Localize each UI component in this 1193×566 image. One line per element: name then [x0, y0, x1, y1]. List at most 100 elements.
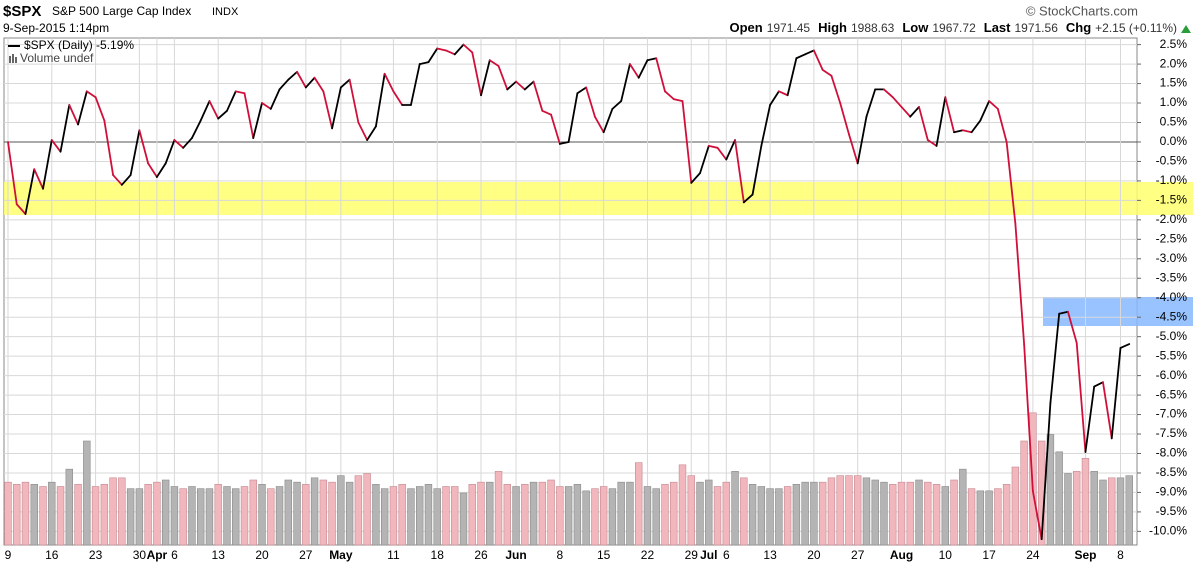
volume-bar [670, 481, 678, 546]
y-tick-label: 0.0% [1160, 134, 1188, 148]
y-tick-label: -3.5% [1156, 270, 1188, 284]
y-tick-label: -7.5% [1156, 426, 1188, 440]
volume-bar [398, 484, 406, 546]
line-segment [436, 47, 447, 52]
quote-value: 1971.45 [767, 21, 811, 35]
volume-bar [661, 484, 669, 546]
line-segment [602, 107, 614, 134]
line-segment [1023, 343, 1034, 493]
line-segment [1102, 381, 1113, 440]
line-segment [173, 139, 185, 149]
line-segment [1067, 310, 1078, 344]
x-tick-label: Jun [505, 548, 526, 562]
x-tick-label: Jul [700, 548, 717, 562]
line-segment [839, 102, 850, 136]
volume-bar [775, 488, 783, 546]
line-segment [953, 129, 964, 134]
volume-bar [1020, 440, 1028, 546]
volume [4, 412, 1133, 546]
line-segment [620, 63, 631, 102]
volume-bar [179, 488, 187, 546]
line-segment [120, 174, 132, 186]
volume-bar [862, 477, 871, 546]
line-segment [523, 80, 535, 91]
volume-bar [722, 481, 731, 546]
line-segment [515, 80, 526, 91]
line-segment [532, 80, 544, 112]
line-segment [961, 129, 973, 134]
line-segment [497, 65, 509, 91]
line-segment [24, 168, 36, 215]
line-segment [795, 53, 807, 60]
x-tick-label: 16 [45, 548, 59, 562]
y-tick-label: -4.0% [1156, 290, 1188, 304]
line-segment [1110, 347, 1122, 440]
line-segment [138, 129, 150, 165]
x-tick-label: 13 [763, 548, 777, 562]
line-segment [164, 139, 176, 165]
line-segment [891, 96, 903, 108]
quote-label: Open [729, 20, 762, 35]
volume-bar [1099, 479, 1107, 546]
volume-bar [740, 477, 748, 546]
volume-bar [766, 488, 774, 546]
volume-bar [319, 479, 328, 546]
line-segment [637, 59, 649, 79]
volume-bar [853, 475, 862, 546]
legend-swatch [9, 54, 17, 63]
line-segment [427, 47, 439, 64]
volume-bar [748, 484, 757, 546]
exchange: INDX [212, 6, 239, 18]
volume-bar [967, 488, 976, 546]
line-segment [50, 139, 62, 153]
index-name: S&P 500 Large Cap Index [52, 4, 191, 18]
x-tick-label: 17 [982, 548, 996, 562]
line-segment [1084, 385, 1096, 453]
volume-bar [214, 484, 222, 546]
volume-bar [310, 477, 319, 546]
volume-bar [284, 479, 292, 546]
volume-bar [959, 468, 967, 546]
volume-bar [223, 486, 231, 546]
line-segment [243, 92, 255, 139]
line-segment [322, 90, 334, 130]
line-segment [594, 115, 605, 134]
volume-bar [512, 486, 520, 546]
line-segment [865, 88, 877, 118]
volume-bar [91, 486, 100, 546]
volume-bar [573, 484, 582, 546]
volume-bar [1002, 484, 1011, 546]
volume-bar [696, 481, 704, 546]
grid [4, 38, 1137, 545]
volume-bar [599, 486, 608, 546]
x-tick-label: 24 [1026, 548, 1040, 562]
line-segment [1014, 222, 1026, 346]
volume-bar [547, 479, 555, 546]
line-segment [191, 119, 202, 139]
volume-bar [21, 481, 30, 546]
volume-bar [678, 464, 687, 546]
volume-bar [188, 486, 196, 546]
volume-bar [713, 486, 722, 546]
line-segment [611, 100, 623, 110]
line-segment [821, 69, 833, 77]
volume-bar [30, 484, 38, 546]
volume-bar [415, 486, 424, 546]
volume-bar [135, 488, 144, 546]
line-segment [234, 90, 246, 95]
line-segment [15, 203, 27, 215]
line-segment [304, 76, 316, 89]
volume-bar [705, 479, 713, 546]
line-segment [68, 104, 79, 126]
quote-label: Low [902, 20, 929, 35]
line-segment [1005, 141, 1017, 225]
line-segment [996, 107, 1008, 143]
line-segment [269, 88, 281, 110]
volume-bar [521, 484, 529, 546]
x-tick-label: 8 [557, 548, 564, 562]
line-segment [392, 90, 404, 106]
line-segment [760, 104, 771, 147]
x-tick-label: 23 [89, 548, 103, 562]
x-tick-label: 9 [5, 548, 12, 562]
line-segment [252, 102, 263, 139]
